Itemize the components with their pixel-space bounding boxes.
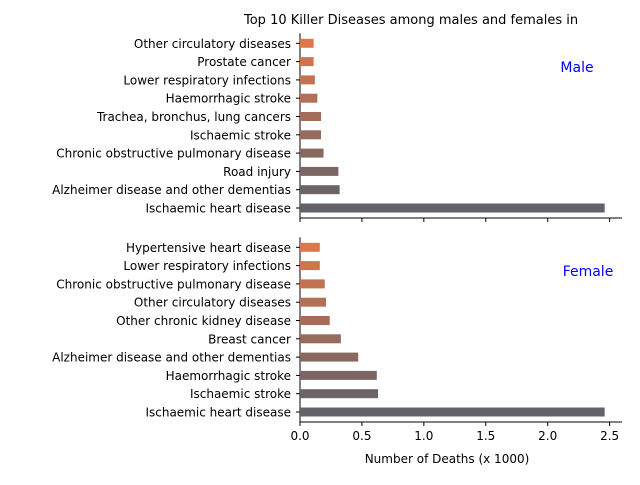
category-label: Lower respiratory infections [123,259,291,273]
bar-male [300,112,322,121]
panel-label-female: Female [563,264,614,280]
category-label: Prostate cancer [197,55,291,69]
bar-male [300,75,315,85]
bar-female [300,334,341,344]
bar-male [300,166,339,176]
bar-female [300,389,379,399]
bar-male [300,38,314,48]
category-label: Chronic obstructive pulmonary disease [56,277,291,291]
panels: Ischaemic heart disease Alzheimer disease… [52,33,622,443]
bar-male [300,203,605,213]
bar-female [300,407,605,417]
bar-female [300,352,359,362]
category-label: Other circulatory diseases [134,296,291,310]
category-label: Chronic obstructive pulmonary disease [56,147,291,161]
category-label: Haemorrhagic stroke [166,369,291,383]
bar-male [300,148,324,158]
category-label: Ischaemic stroke [190,128,291,142]
bar-female [300,261,320,271]
category-label: Lower respiratory infections [123,73,291,87]
chart-title: Top 10 Killer Diseases among males and f… [243,13,578,28]
bar-male [300,57,314,67]
x-tick-label: 2.5 [600,429,619,443]
x-tick-label: 2.0 [538,429,557,443]
category-label: Other chronic kidney disease [116,314,291,328]
category-label: Alzheimer disease and other dementias [52,183,291,197]
category-label: Ischaemic heart disease [145,202,291,216]
bar-male [300,93,318,103]
category-label: Haemorrhagic stroke [166,92,291,106]
category-label: Road injury [223,165,291,179]
category-label: Other circulatory diseases [134,37,291,51]
bar-female [300,370,377,380]
x-tick-label: 1.5 [476,429,495,443]
category-label: Trachea, bronchus, lung cancers [96,110,291,124]
category-label: Alzheimer disease and other dementias [52,351,291,365]
bar-male [300,130,322,140]
category-label: Ischaemic heart disease [145,406,291,420]
x-tick-label: 0.5 [352,429,371,443]
category-label: Ischaemic stroke [190,387,291,401]
category-label: Breast cancer [208,332,291,346]
panel-label-male: Male [560,60,593,76]
x-axis-label: Number of Deaths (x 1000) [365,452,530,466]
bar-female [300,242,320,252]
x-tick-label: 0.0 [290,429,309,443]
bar-female [300,297,327,307]
bar-female [300,316,330,325]
bar-female [300,279,325,289]
category-label: Hypertensive heart disease [126,241,291,255]
x-tick-label: 1.0 [414,429,433,443]
bar-male [300,185,340,195]
